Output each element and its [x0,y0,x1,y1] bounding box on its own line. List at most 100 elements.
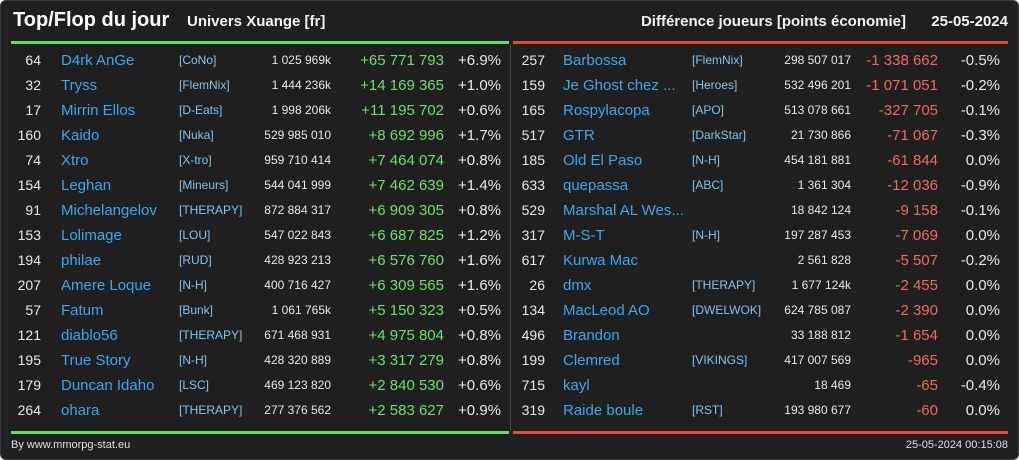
player-name-link[interactable]: Brandon [563,327,620,344]
alliance-tag[interactable]: [N-H] [179,278,207,292]
alliance-tag[interactable]: [Heroes] [692,78,738,92]
alliance-tag[interactable]: [Bunk] [179,303,214,317]
player-name-link[interactable]: MacLeod AO [563,302,650,319]
table-row: 264 ohara [THERAPY] 277 376 562 +2 583 627 +0… [11,398,509,423]
top-divider-red [513,41,1008,44]
player-rank: 199 [521,352,545,368]
alliance-tag[interactable]: [THERAPY] [179,403,243,417]
player-name-link[interactable]: philae [61,252,102,269]
player-points: 544 041 999 [264,178,331,192]
points-difference: -60 [916,402,938,419]
alliance-tag[interactable]: [RST] [692,403,723,417]
percent-change: -0.4% [960,377,1000,394]
table-row: 17 Mirrin Ellos [D-Eats] 1 998 206k +11 195 … [11,98,509,123]
table-row: 57 Fatum [Bunk] 1 061 765k +5 150 323 +0.5% [11,298,509,323]
percent-change: -0.1% [960,202,1000,219]
table-row: 207 Amere Loque [N-H] 400 716 427 +6 309 565… [11,273,509,298]
alliance-tag[interactable]: [DWELWOK] [692,303,762,317]
header: Top/Flop du jour Univers Xuange [fr] Dif… [1,1,1018,41]
alliance-tag[interactable]: [THERAPY] [179,203,243,217]
player-name-link[interactable]: Xtro [61,152,89,169]
player-points: 547 022 843 [264,228,331,242]
player-name-link[interactable]: Michelangelov [61,202,157,219]
player-rank: 207 [17,277,41,293]
alliance-tag[interactable]: [N-H] [692,153,720,167]
table-row: 317 M-S-T [N-H] 197 287 453 -7 069 0.0% [513,223,1008,248]
table-row: 529 Marshal AL Wes... 18 842 124 -9 158 -0.1… [513,198,1008,223]
alliance-tag[interactable]: [Nuka] [179,128,214,142]
table-row: 179 Duncan Idaho [LSC] 469 123 820 +2 840 53… [11,373,509,398]
table-row: 159 Je Ghost chez ... [Heroes] 532 496 201 -… [513,73,1008,98]
player-name-link[interactable]: kayl [563,377,590,394]
table-row: 617 Kurwa Mac 2 561 828 -5 507 -0.2% [513,248,1008,273]
alliance-tag[interactable]: [CoNo] [179,53,217,67]
player-rank: 617 [521,252,545,268]
player-name-link[interactable]: D4rk AnGe [61,52,135,69]
player-name-link[interactable]: Old El Paso [563,152,643,169]
alliance-tag[interactable]: [RUD] [179,253,212,267]
player-name-link[interactable]: diablo56 [61,327,118,344]
percent-change: +1.4% [458,177,501,194]
player-rank: 26 [529,277,545,293]
player-name-link[interactable]: M-S-T [563,227,605,244]
player-name-link[interactable]: Mirrin Ellos [61,102,136,119]
player-name-link[interactable]: Raide boule [563,402,644,419]
player-name-link[interactable]: Marshal AL Wes... [563,202,684,219]
player-points: 193 980 677 [784,403,851,417]
player-name-link[interactable]: Leghan [61,177,112,194]
player-name-link[interactable]: Clemred [563,352,620,369]
player-points: 400 716 427 [264,278,331,292]
table-row: 154 Leghan [Mineurs] 544 041 999 +7 462 639 +… [11,173,509,198]
player-points: 428 320 889 [264,353,331,367]
alliance-tag[interactable]: [N-H] [692,228,720,242]
player-name-link[interactable]: Rospylacopa [563,102,650,119]
player-name-link[interactable]: Duncan Idaho [61,377,155,394]
player-name-link[interactable]: Kaido [61,127,100,144]
alliance-tag[interactable]: [X-tro] [179,153,212,167]
percent-change: +0.6% [458,102,501,119]
alliance-tag[interactable]: [THERAPY] [692,278,756,292]
points-difference: +6 309 565 [368,277,445,294]
percent-change: 0.0% [965,302,1000,319]
alliance-tag[interactable]: [D-Eats] [179,103,223,117]
player-points: 428 923 213 [264,253,331,267]
table-row: 134 MacLeod AO [DWELWOK] 624 785 087 -2 390 0… [513,298,1008,323]
alliance-tag[interactable]: [FlemNix] [179,78,230,92]
player-points: 1 061 765k [271,303,331,317]
player-name-link[interactable]: True Story [61,352,131,369]
alliance-tag[interactable]: [APO] [692,103,725,117]
alliance-tag[interactable]: [THERAPY] [179,328,243,342]
player-name-link[interactable]: GTR [563,127,595,144]
player-rank: 529 [521,202,545,218]
points-difference: -61 844 [887,152,938,169]
alliance-tag[interactable]: [FlemNix] [692,53,743,67]
points-difference: -12 036 [887,177,938,194]
percent-change: +1.2% [458,227,501,244]
alliance-tag[interactable]: [LOU] [179,228,211,242]
points-difference: -1 338 662 [866,52,938,69]
player-name-link[interactable]: Lolimage [61,227,122,244]
player-name-link[interactable]: dmx [563,277,592,294]
player-rank: 153 [17,227,41,243]
universe-label: Univers Xuange [fr] [187,13,326,30]
footer-credit: By www.mmorpg-stat.eu [11,439,131,451]
player-name-link[interactable]: ohara [61,402,100,419]
alliance-tag[interactable]: [VIKINGS] [692,353,748,367]
table-row: 199 Clemred [VIKINGS] 417 007 569 -965 0.0% [513,348,1008,373]
player-name-link[interactable]: Kurwa Mac [563,252,639,269]
alliance-tag[interactable]: [DarkStar] [692,128,747,142]
percent-change: 0.0% [965,152,1000,169]
table-row: 153 Lolimage [LOU] 547 022 843 +6 687 825 +1.… [11,223,509,248]
alliance-tag[interactable]: [N-H] [179,353,207,367]
player-rank: 517 [521,127,545,143]
player-name-link[interactable]: Tryss [61,77,98,94]
alliance-tag[interactable]: [LSC] [179,378,210,392]
alliance-tag[interactable]: [Mineurs] [179,178,229,192]
player-name-link[interactable]: Je Ghost chez ... [563,77,676,94]
alliance-tag[interactable]: [ABC] [692,178,724,192]
top-players-table: 64 D4rk AnGe [CoNo] 1 025 969k +65 771 793 +6… [11,48,509,428]
player-name-link[interactable]: Amere Loque [61,277,152,294]
player-name-link[interactable]: Barbossa [563,52,627,69]
player-name-link[interactable]: Fatum [61,302,104,319]
player-name-link[interactable]: quepassa [563,177,629,194]
